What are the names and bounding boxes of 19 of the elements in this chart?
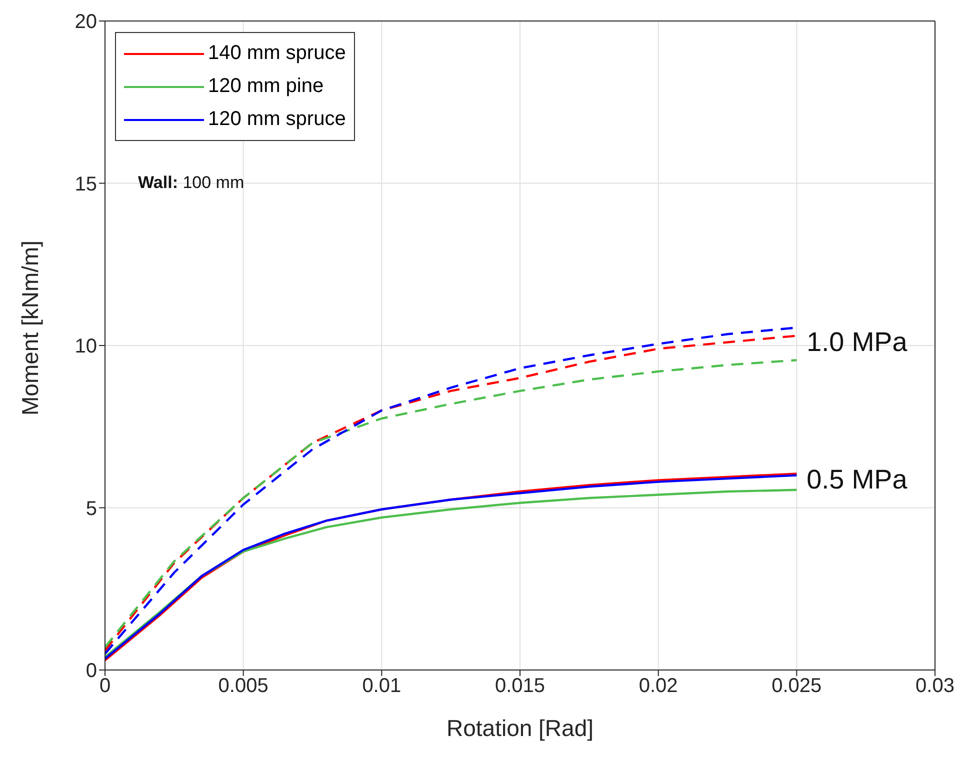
annotation: Wall: 100 mm — [138, 173, 244, 193]
x-tick-label: 0.025 — [772, 675, 822, 698]
y-tick-label: 0 — [86, 660, 97, 682]
x-axis-title: Rotation [Rad] — [446, 715, 594, 741]
annotation: 1.0 MPa — [806, 326, 908, 357]
x-tick-label: 0.015 — [494, 675, 546, 698]
x-tick-label: 0.02 — [638, 675, 678, 698]
y-tick-label: 10 — [74, 336, 97, 358]
x-tick-label: 0.005 — [218, 675, 268, 698]
y-axis-title: Moment [kNm/m] — [17, 240, 44, 416]
y-tick-label: 5 — [86, 498, 97, 520]
legend-label: 120 mm pine — [208, 74, 324, 99]
annotation: 0.5 MPa — [806, 464, 908, 495]
x-tick-label: 0.03 — [916, 675, 954, 698]
y-tick-label: 20 — [74, 11, 97, 34]
legend-label: 140 mm spruce — [208, 41, 346, 66]
legend-label: 120 mm spruce — [208, 107, 346, 132]
y-tick-label: 15 — [74, 173, 97, 196]
x-tick-label: 0.01 — [362, 675, 402, 698]
